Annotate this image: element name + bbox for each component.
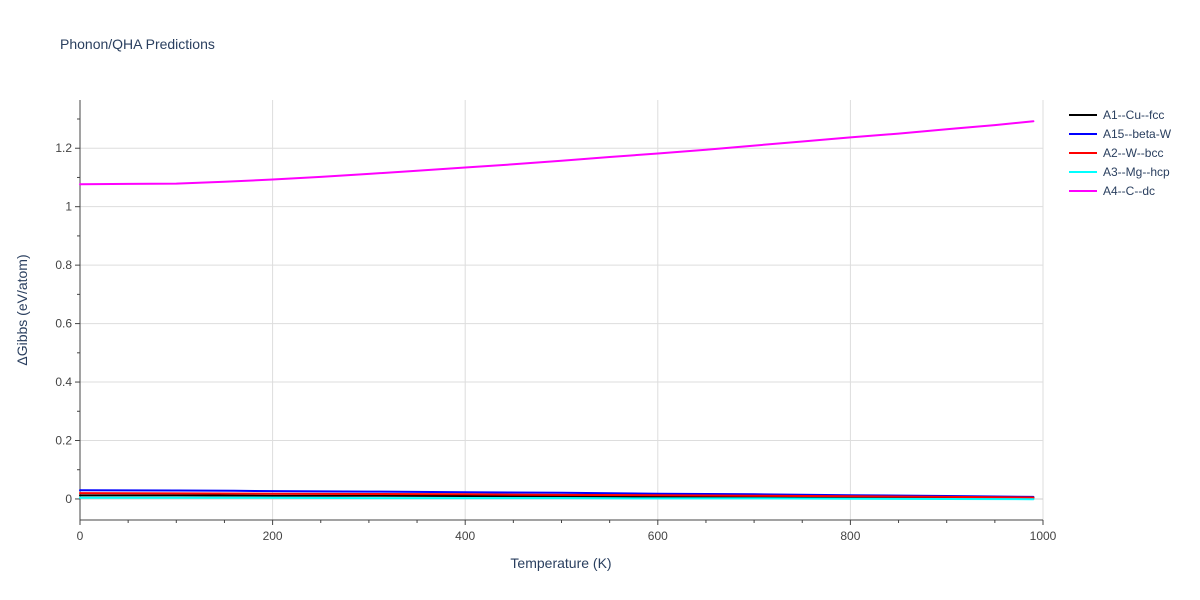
y-tick-label: 0.8 bbox=[55, 258, 72, 272]
x-tick-label: 200 bbox=[263, 529, 283, 543]
grid-lines bbox=[80, 100, 1044, 520]
y-tick-label: 0.2 bbox=[55, 434, 72, 448]
legend[interactable]: A1--Cu--fcc A15--beta-W A2--W--bcc A3--Mg--… bbox=[1069, 108, 1172, 198]
chart-title: Phonon/QHA Predictions bbox=[60, 36, 215, 52]
legend-label: A1--Cu--fcc bbox=[1103, 108, 1164, 122]
y-tick-label: 0.4 bbox=[55, 375, 72, 389]
y-tick-label: 1 bbox=[65, 200, 72, 214]
series-lines bbox=[79, 120, 1035, 501]
legend-label: A3--Mg--hcp bbox=[1103, 165, 1170, 179]
x-axis-title: Temperature (K) bbox=[510, 555, 611, 571]
legend-item[interactable]: A3--Mg--hcp bbox=[1069, 165, 1170, 179]
legend-item[interactable]: A1--Cu--fcc bbox=[1069, 108, 1164, 122]
legend-item[interactable]: A15--beta-W bbox=[1069, 127, 1172, 141]
legend-label: A2--W--bcc bbox=[1103, 146, 1163, 160]
x-tick-label: 0 bbox=[77, 529, 84, 543]
x-tick-label: 1000 bbox=[1030, 529, 1057, 543]
y-tick-label: 0.6 bbox=[55, 317, 72, 331]
series-line-A4--C--dc bbox=[79, 120, 1035, 186]
x-tick-label: 800 bbox=[840, 529, 860, 543]
x-tick-label: 400 bbox=[455, 529, 475, 543]
legend-label: A15--beta-W bbox=[1103, 127, 1172, 141]
axes: 0 200 400 600 800 1000 0 0.2 0.4 0.6 0.8 1 1.2 bbox=[55, 100, 1057, 543]
series-line-A2--W--bcc bbox=[79, 492, 1035, 499]
legend-item[interactable]: A4--C--dc bbox=[1069, 184, 1155, 198]
y-tick-label: 1.2 bbox=[55, 141, 72, 155]
series-line-A15--beta-W bbox=[79, 489, 1035, 498]
x-tick-label: 600 bbox=[648, 529, 668, 543]
legend-item[interactable]: A2--W--bcc bbox=[1069, 146, 1163, 160]
y-tick-label: 0 bbox=[65, 492, 72, 506]
y-axis-title: ΔGibbs (eV/atom) bbox=[14, 254, 30, 365]
series-line-A3--Mg--hcp bbox=[79, 496, 1035, 501]
legend-label: A4--C--dc bbox=[1103, 184, 1155, 198]
